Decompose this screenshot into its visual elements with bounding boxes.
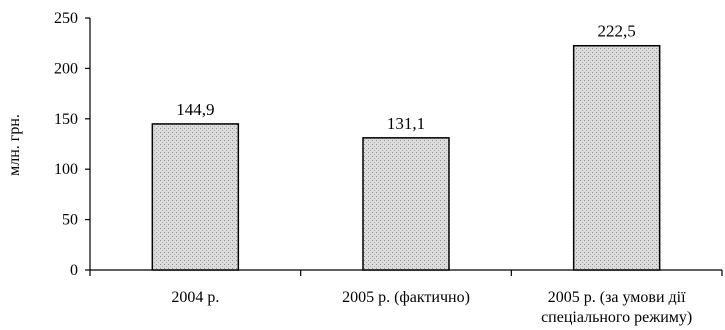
y-axis-title: млн. грн.	[6, 114, 23, 176]
bar	[362, 137, 450, 271]
x-tick-label: 2005 р. (за умови дії	[548, 289, 686, 306]
x-tick-label: 2005 р. (фактично)	[342, 289, 470, 306]
x-tick-label: 2004 р.	[171, 289, 219, 306]
y-tick-label: 100	[54, 161, 78, 178]
data-label: 131,1	[387, 114, 425, 133]
data-label: 222,5	[598, 22, 636, 41]
y-tick-label: 200	[54, 60, 78, 77]
y-tick-label: 0	[70, 262, 78, 279]
y-tick-label: 250	[54, 10, 78, 27]
bars	[151, 44, 661, 271]
data-label: 144,9	[176, 100, 214, 119]
x-tick-label: спеціального режиму)	[541, 309, 692, 326]
y-tick-label: 50	[62, 212, 78, 229]
bar	[151, 123, 240, 271]
bar	[572, 44, 661, 271]
y-tick-label: 150	[54, 111, 78, 128]
labels: 144,9 2004 р. 131,1 2005 р. (фактично) 222,5…	[171, 22, 692, 326]
